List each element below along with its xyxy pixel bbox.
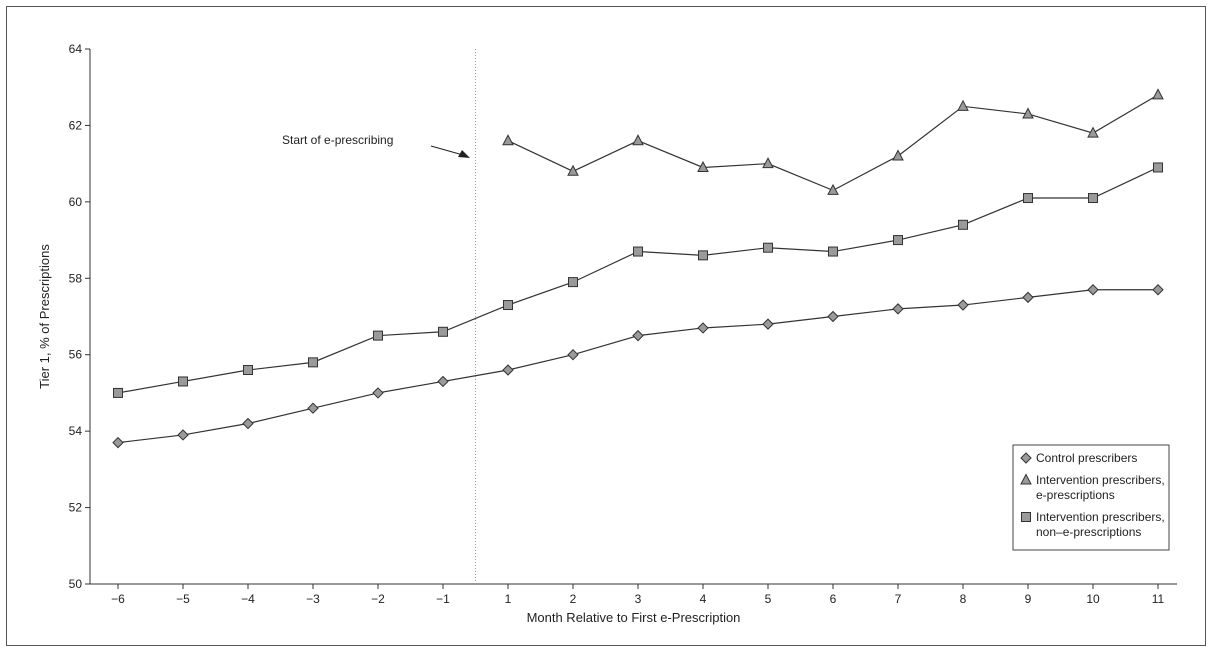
square-marker: [893, 235, 903, 246]
x-tick-label: 1: [505, 592, 512, 606]
square-marker: [958, 219, 968, 230]
y-axis-label: Tier 1, % of Prescriptions: [37, 244, 52, 389]
x-tick-label: 10: [1086, 592, 1100, 606]
x-tick-label: 3: [635, 592, 642, 606]
diamond-marker: [112, 436, 124, 449]
series-layer: [112, 88, 1164, 449]
diamond-marker: [957, 299, 969, 311]
legend-item-label: non–e-prescriptions: [1036, 525, 1141, 539]
diamond-marker: [177, 429, 189, 441]
y-tick-label: 64: [69, 42, 83, 56]
annotation-arrow: [430, 145, 464, 156]
square-marker: [698, 250, 708, 261]
series-1: [112, 284, 1164, 449]
diamond-marker: [762, 318, 774, 330]
x-tick-label: 7: [895, 592, 902, 606]
y-tick-label: 52: [69, 501, 83, 515]
diamond-marker: [697, 322, 709, 334]
triangle-marker: [567, 164, 579, 176]
diamond-marker: [502, 364, 514, 376]
legend-triangle-icon: [1020, 473, 1032, 485]
square-marker: [503, 300, 513, 311]
y-tick-label: 54: [69, 424, 83, 438]
y-ticks: 50 52 54 56 58 60 62 64: [69, 42, 90, 591]
square-marker: [828, 246, 838, 257]
series-2: [502, 88, 1164, 195]
triangle-marker: [1087, 126, 1099, 138]
square-marker: [308, 357, 318, 368]
square-marker: [178, 376, 188, 387]
y-tick-label: 60: [69, 195, 83, 209]
triangle-marker: [1022, 107, 1034, 119]
diamond-marker: [437, 375, 449, 388]
square-marker: [633, 246, 643, 257]
triangle-marker: [762, 157, 774, 169]
x-tick-label: −5: [176, 592, 190, 606]
x-tick-label: 6: [830, 592, 837, 606]
x-tick-label: 9: [1025, 592, 1032, 606]
square-marker: [373, 330, 383, 341]
series-line: [117, 289, 1158, 444]
x-tick-label: −6: [111, 592, 125, 606]
triangle-marker: [632, 134, 644, 146]
diamond-marker: [1087, 284, 1099, 296]
x-tick-label: 11: [1152, 592, 1165, 606]
legend-item-label: e-prescriptions: [1036, 488, 1115, 502]
x-tick-label: −3: [306, 592, 320, 606]
triangle-marker: [892, 149, 904, 161]
square-marker: [1153, 162, 1163, 173]
diamond-marker: [1022, 291, 1034, 304]
square-marker: [438, 326, 448, 337]
y-tick-label: 62: [69, 118, 83, 132]
y-tick-label: 50: [69, 577, 83, 591]
diamond-marker: [242, 417, 254, 430]
annotation-arrowhead: [458, 150, 470, 158]
y-tick-label: 56: [69, 348, 83, 362]
legend-item-label: Intervention prescribers,: [1036, 473, 1165, 487]
triangle-marker: [697, 160, 709, 172]
diamond-marker: [892, 303, 904, 315]
series-line: [507, 94, 1159, 192]
legend-square-icon: [1021, 512, 1031, 522]
square-marker: [763, 242, 773, 253]
diamond-marker: [307, 402, 319, 414]
series-line: [117, 166, 1159, 394]
legend-diamond-icon: [1020, 452, 1032, 464]
x-tick-label: −4: [241, 592, 255, 606]
x-tick-label: 5: [765, 592, 772, 606]
triangle-marker: [1152, 88, 1164, 100]
x-tick-label: −2: [371, 592, 385, 606]
legend-item-label: Control prescribers: [1036, 451, 1137, 465]
legend-box: [1012, 444, 1170, 551]
square-marker: [1088, 193, 1098, 204]
axes: [89, 49, 1177, 585]
square-marker: [243, 365, 253, 375]
x-tick-label: 8: [960, 592, 967, 606]
diamond-marker: [567, 349, 579, 361]
chart-frame: 50 52 54 56 58 60 62 64 −6 −5 −4 −3 −2 −1 1 2 3 4 5 6 7 8 9 10…: [6, 6, 1206, 646]
annotation-text: Start of e-prescribing: [282, 133, 393, 147]
legend: Control prescribers Intervention prescrib…: [1012, 444, 1170, 551]
y-tick-label: 58: [69, 271, 83, 285]
diamond-marker: [827, 310, 839, 323]
legend-item-label: Intervention prescribers,: [1036, 510, 1165, 524]
x-tick-label: 4: [700, 592, 707, 606]
triangle-marker: [502, 134, 514, 146]
x-ticks: −6 −5 −4 −3 −2 −1 1 2 3 4 5 6 7 8 9 10 11: [111, 584, 1165, 606]
series-3: [113, 162, 1163, 398]
triangle-marker: [827, 183, 839, 195]
x-tick-label: 2: [570, 592, 577, 606]
x-axis-label: Month Relative to First e-Prescription: [527, 610, 741, 625]
square-marker: [1023, 193, 1033, 204]
diamond-marker: [632, 329, 644, 342]
diamond-marker: [372, 387, 384, 399]
annotation: Start of e-prescribing: [282, 133, 470, 158]
square-marker: [568, 277, 578, 288]
square-marker: [113, 387, 123, 398]
triangle-marker: [957, 99, 969, 111]
diamond-marker: [1152, 284, 1164, 296]
x-tick-label: −1: [436, 592, 450, 606]
